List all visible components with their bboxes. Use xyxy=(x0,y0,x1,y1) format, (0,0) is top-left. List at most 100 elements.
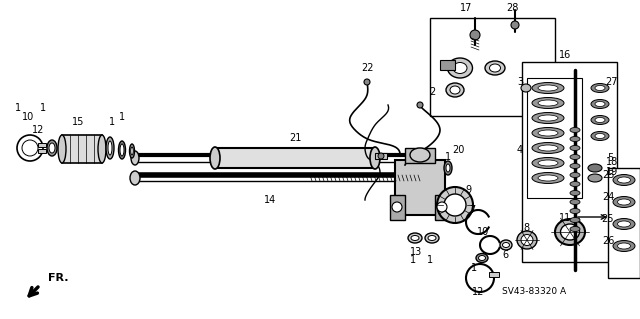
Ellipse shape xyxy=(447,58,472,78)
Ellipse shape xyxy=(408,233,422,243)
Bar xyxy=(522,62,617,262)
Ellipse shape xyxy=(98,135,106,163)
Ellipse shape xyxy=(588,164,602,172)
Ellipse shape xyxy=(591,131,609,140)
Ellipse shape xyxy=(570,154,580,160)
Ellipse shape xyxy=(470,30,480,40)
Text: 6: 6 xyxy=(502,250,508,260)
Text: 24: 24 xyxy=(602,192,614,202)
Text: 16: 16 xyxy=(559,50,571,60)
Ellipse shape xyxy=(538,130,558,136)
Ellipse shape xyxy=(538,85,558,91)
Ellipse shape xyxy=(532,143,564,153)
Ellipse shape xyxy=(538,115,558,121)
Bar xyxy=(430,18,555,116)
Ellipse shape xyxy=(595,117,605,122)
Ellipse shape xyxy=(618,199,630,205)
Text: 11: 11 xyxy=(559,213,571,223)
Text: 1: 1 xyxy=(410,255,416,265)
Ellipse shape xyxy=(521,84,531,92)
Ellipse shape xyxy=(47,140,57,156)
Text: 28: 28 xyxy=(506,3,518,13)
Text: 1: 1 xyxy=(15,103,21,113)
Text: 14: 14 xyxy=(264,195,276,205)
Bar xyxy=(440,60,455,70)
Ellipse shape xyxy=(428,235,436,241)
Text: 23: 23 xyxy=(602,170,614,180)
Circle shape xyxy=(437,202,447,212)
Text: 27: 27 xyxy=(605,77,618,87)
Ellipse shape xyxy=(570,145,580,151)
Ellipse shape xyxy=(532,98,564,108)
Ellipse shape xyxy=(108,141,112,155)
Text: 2: 2 xyxy=(429,87,435,97)
Circle shape xyxy=(444,194,466,216)
Text: SV43-83320 A: SV43-83320 A xyxy=(502,287,566,296)
Text: 13: 13 xyxy=(410,247,422,257)
Ellipse shape xyxy=(532,158,564,168)
Ellipse shape xyxy=(120,144,124,156)
Ellipse shape xyxy=(570,128,580,132)
Ellipse shape xyxy=(532,173,564,183)
Circle shape xyxy=(417,102,423,108)
Text: 9: 9 xyxy=(465,185,471,195)
Text: 15: 15 xyxy=(72,117,84,127)
Ellipse shape xyxy=(502,242,509,248)
Bar xyxy=(390,195,405,220)
Ellipse shape xyxy=(613,197,635,207)
Text: 8: 8 xyxy=(523,223,529,233)
Text: 5: 5 xyxy=(607,153,613,163)
Text: 26: 26 xyxy=(602,236,614,246)
Ellipse shape xyxy=(613,219,635,229)
Ellipse shape xyxy=(450,86,460,94)
Text: 4: 4 xyxy=(517,145,523,155)
Ellipse shape xyxy=(613,241,635,251)
Ellipse shape xyxy=(131,151,139,165)
Ellipse shape xyxy=(479,256,486,261)
Ellipse shape xyxy=(595,101,605,107)
Ellipse shape xyxy=(595,85,605,91)
Ellipse shape xyxy=(561,224,579,240)
Ellipse shape xyxy=(453,63,467,73)
Ellipse shape xyxy=(570,218,580,222)
Ellipse shape xyxy=(538,145,558,151)
Ellipse shape xyxy=(538,100,558,106)
Ellipse shape xyxy=(511,21,519,29)
Ellipse shape xyxy=(106,137,114,159)
Text: 3: 3 xyxy=(517,77,523,87)
Ellipse shape xyxy=(425,233,439,243)
Text: 18: 18 xyxy=(606,157,618,167)
Ellipse shape xyxy=(595,133,605,138)
Circle shape xyxy=(22,140,38,156)
Ellipse shape xyxy=(591,115,609,124)
Ellipse shape xyxy=(588,174,602,182)
Bar xyxy=(435,195,450,220)
Ellipse shape xyxy=(500,240,512,250)
Ellipse shape xyxy=(410,148,430,162)
Ellipse shape xyxy=(476,254,488,263)
Text: 21: 21 xyxy=(289,133,301,143)
Ellipse shape xyxy=(618,177,630,183)
Ellipse shape xyxy=(618,243,630,249)
Text: 10: 10 xyxy=(22,112,34,122)
Text: 1: 1 xyxy=(109,117,115,127)
Text: 19: 19 xyxy=(606,167,618,177)
Ellipse shape xyxy=(444,161,452,175)
Ellipse shape xyxy=(618,221,630,227)
Ellipse shape xyxy=(370,147,380,169)
Circle shape xyxy=(392,202,402,212)
Text: 17: 17 xyxy=(460,3,472,13)
Bar xyxy=(489,272,499,277)
Text: FR.: FR. xyxy=(48,273,68,283)
Bar xyxy=(395,160,445,215)
Ellipse shape xyxy=(521,234,533,246)
Bar xyxy=(608,168,640,278)
Text: 1: 1 xyxy=(119,112,125,122)
Ellipse shape xyxy=(532,83,564,93)
Ellipse shape xyxy=(570,137,580,142)
Ellipse shape xyxy=(129,144,134,158)
Circle shape xyxy=(378,153,384,159)
Ellipse shape xyxy=(570,182,580,187)
Ellipse shape xyxy=(532,128,564,138)
Bar xyxy=(375,153,387,159)
